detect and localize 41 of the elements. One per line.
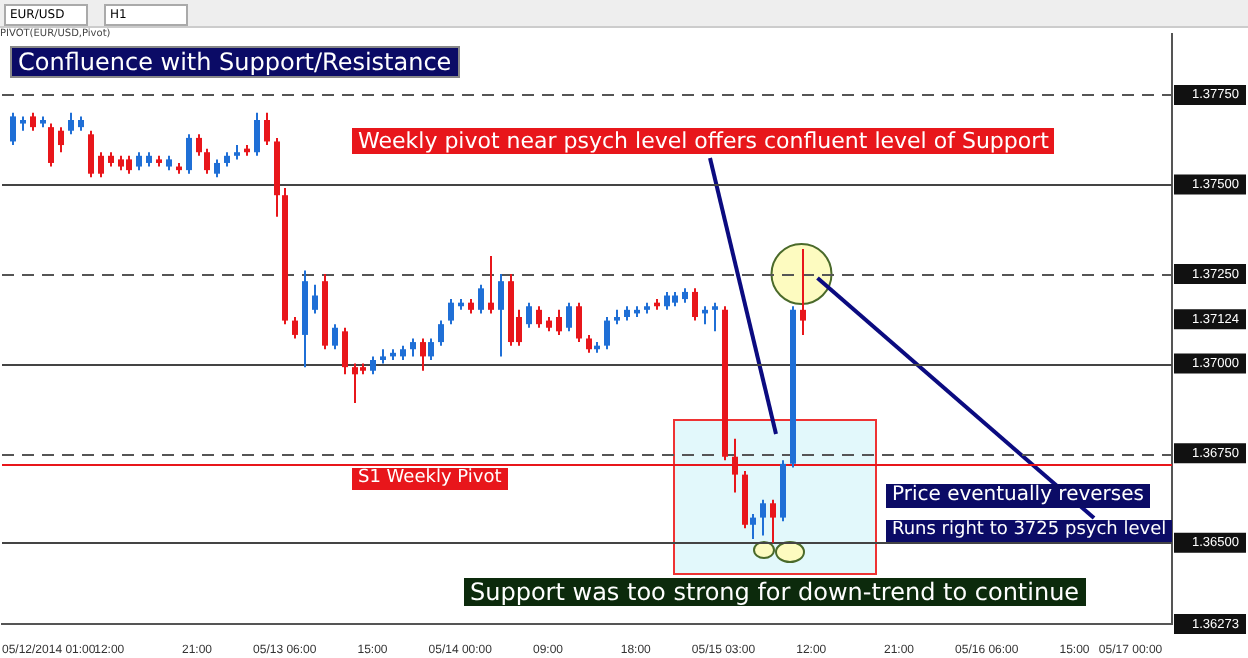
candlestick [186, 133, 192, 175]
candlestick [420, 337, 426, 372]
candlestick [342, 326, 348, 376]
candlestick [448, 298, 454, 326]
candlestick [536, 305, 542, 329]
candlestick [566, 301, 572, 333]
candlestick [478, 283, 484, 315]
annotation: Support was too strong for down-trend to continue [464, 578, 1086, 606]
candlestick [196, 133, 202, 157]
candlestick [498, 273, 504, 358]
ref-line-label: S1 Weekly Pivot [352, 467, 508, 490]
candlestick [800, 247, 806, 336]
candlestick [88, 129, 94, 179]
candlestick [438, 319, 444, 347]
annotation: Price eventually reverses [886, 484, 1150, 508]
candlestick [556, 308, 562, 336]
candlestick [692, 287, 698, 322]
candlestick [526, 301, 532, 329]
candlestick [254, 111, 260, 157]
annotation: Weekly pivot near psych level offers confluent level of Support [352, 128, 1055, 154]
candlestick [332, 323, 338, 351]
candlestick [98, 151, 104, 179]
candlestick [292, 316, 298, 340]
candlestick [10, 111, 16, 147]
candlestick [48, 122, 54, 168]
candlestick [770, 498, 776, 544]
candlestick [488, 255, 494, 315]
candlestick [264, 111, 270, 147]
annotation: Runs right to 3725 psych level [886, 520, 1173, 542]
candlestick [58, 126, 64, 154]
candlestick [712, 301, 718, 333]
candlestick [352, 362, 358, 404]
text: Confluence with Support/Resistance [10, 46, 460, 78]
candlestick [750, 513, 756, 541]
candlestick [576, 301, 582, 344]
candlestick [604, 316, 610, 351]
candlestick [312, 283, 318, 315]
candlestick [428, 337, 434, 361]
candlestick [68, 111, 74, 136]
candlestick [204, 147, 210, 175]
candlestick [760, 498, 766, 537]
